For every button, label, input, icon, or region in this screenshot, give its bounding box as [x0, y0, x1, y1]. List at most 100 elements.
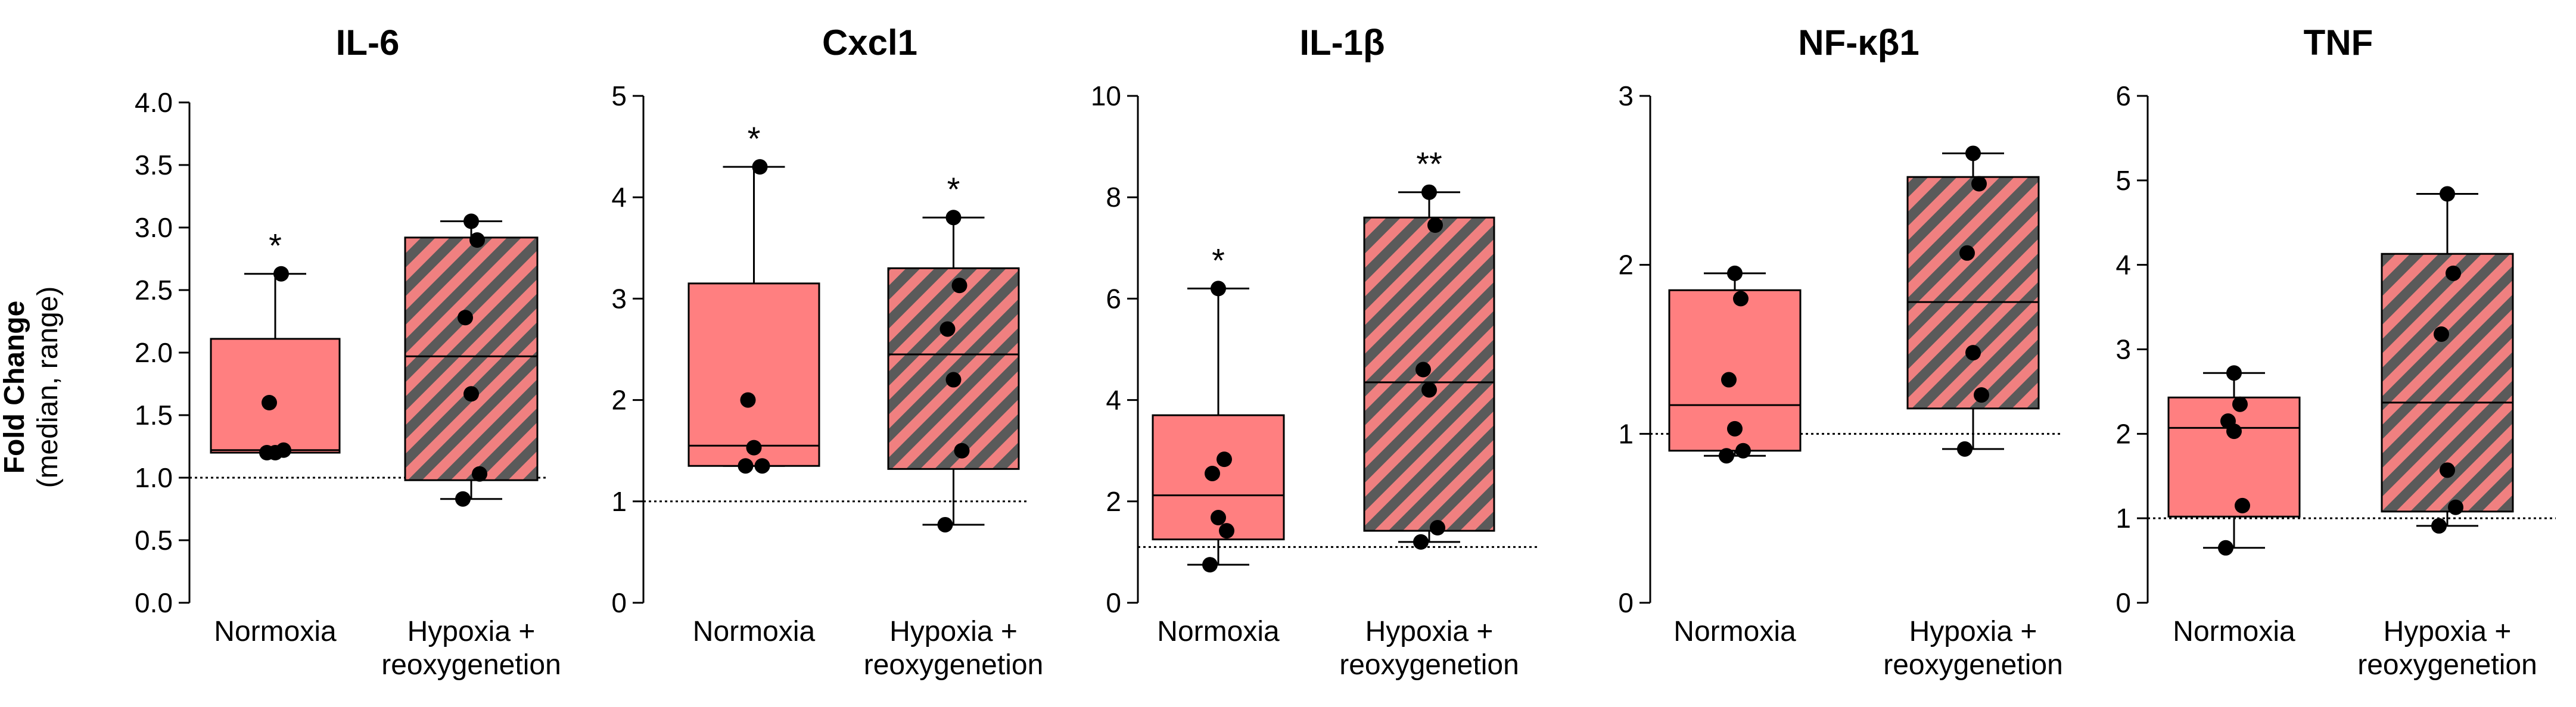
data-point [455, 491, 471, 507]
data-point [458, 310, 473, 326]
panel-title: Cxcl1 [822, 23, 917, 63]
y-tick-label: 10 [1091, 80, 1121, 111]
data-point [1959, 245, 1975, 261]
category-label: reoxygenetion [864, 649, 1044, 681]
y-tick-label: 0 [2115, 587, 2131, 618]
panel-2: IL-1β 0 2 4 6 8 10 * Normoxia ** Hypoxia +reoxygen… [1091, 23, 1539, 681]
data-point [1971, 176, 1987, 192]
y-tick-label: 0.5 [135, 525, 173, 556]
category-label: Normoxia [693, 616, 816, 647]
data-point [463, 213, 479, 229]
data-point [1974, 387, 1989, 403]
category-label: reoxygenetion [2357, 649, 2537, 681]
y-tick-label: 3.5 [135, 150, 173, 180]
y-tick-label: 6 [2115, 80, 2131, 111]
panel-title: NF-κβ1 [1798, 23, 1919, 63]
y-tick-label: 2 [611, 385, 627, 416]
data-point [2218, 540, 2233, 556]
box-normoxia: Normoxia [1668, 265, 1802, 647]
y-tick-label: 3.0 [135, 212, 173, 243]
data-point [267, 445, 283, 460]
data-point [2235, 497, 2250, 513]
box-iqr [404, 236, 539, 481]
box-hypoxia: Hypoxia +reoxygenetion [1883, 145, 2063, 681]
data-point [939, 321, 956, 337]
y-tick-label: 0 [1618, 587, 1634, 618]
panel-title: IL-1β [1299, 23, 1385, 63]
y-tick-label: 8 [1106, 182, 1121, 213]
significance-label: * [269, 227, 282, 264]
panel-title: IL-6 [336, 23, 400, 63]
data-point [469, 232, 485, 248]
data-point [738, 458, 754, 474]
box-hypoxia: * Hypoxia +reoxygenetion [864, 170, 1044, 681]
category-label: Hypoxia + [889, 616, 1018, 647]
data-point [463, 386, 479, 402]
box-hypoxia: Hypoxia +reoxygenetion [381, 213, 561, 681]
category-label: Normoxia [1157, 616, 1280, 647]
y-tick-label: 0 [1106, 587, 1121, 618]
box-iqr [1906, 176, 2040, 410]
data-point [1202, 557, 1218, 573]
y-tick-label: 4 [2115, 250, 2131, 281]
data-point [2448, 499, 2463, 515]
data-point [1217, 451, 1232, 468]
data-point [1421, 184, 1437, 200]
data-point [1211, 510, 1226, 526]
data-point [1965, 345, 1981, 361]
y-tick-label: 2 [1106, 486, 1121, 517]
data-point [740, 392, 756, 408]
y-tick-label: 2.5 [135, 275, 173, 306]
data-point [2434, 326, 2449, 342]
box-iqr [887, 267, 1020, 470]
data-point [2440, 462, 2455, 478]
y-tick-label: 5 [611, 80, 627, 111]
category-label: reoxygenetion [1883, 649, 2063, 681]
panel-4: TNF 0 1 2 3 4 5 6 Normoxia Hypoxia +reoxygenetion [2115, 23, 2556, 681]
y-tick-label: 1 [1618, 418, 1634, 449]
panel-1: Cxcl1 0 1 2 3 4 5 * Normoxia * Hypoxia +reoxygenet… [611, 23, 1043, 681]
y-tick-label: 4 [611, 182, 627, 213]
data-point [273, 266, 289, 282]
significance-label: * [947, 170, 960, 208]
y-tick-label: 0.0 [135, 587, 173, 618]
box-hypoxia: ** Hypoxia +reoxygenetion [1339, 145, 1519, 681]
data-point [1219, 523, 1234, 539]
data-point [754, 458, 770, 474]
category-label: Normoxia [1673, 616, 1796, 647]
y-tick-label: 2.0 [135, 337, 173, 368]
y-axis-title: Fold Change (median, range) [0, 286, 64, 488]
data-point [1727, 265, 1743, 281]
data-point [1205, 465, 1220, 481]
data-point [951, 278, 967, 294]
data-point [1415, 362, 1431, 378]
data-point [2226, 365, 2242, 381]
box-normoxia: Normoxia [2167, 365, 2301, 647]
panel-title: TNF [2304, 23, 2373, 63]
data-point [262, 395, 277, 410]
box-iqr [2167, 396, 2301, 518]
y-tick-label: 5 [2115, 165, 2131, 196]
data-point [954, 443, 970, 459]
data-point [1727, 421, 1743, 437]
box-hypoxia: Hypoxia +reoxygenetion [2357, 186, 2537, 681]
data-point [2232, 396, 2248, 412]
data-point [2220, 413, 2236, 429]
y-tick-label: 1.5 [135, 400, 173, 431]
y-tick-label: 4 [1106, 385, 1121, 416]
significance-label: * [748, 120, 761, 157]
data-point [1733, 291, 1749, 307]
significance-label: ** [1416, 145, 1442, 183]
data-point [945, 372, 962, 388]
y-tick-label: 2 [1618, 250, 1634, 281]
data-point [937, 516, 953, 532]
y-tick-label: 1.0 [135, 462, 173, 493]
data-point [2440, 186, 2455, 202]
y-axis-title-main: Fold Change [0, 301, 30, 474]
data-point [1965, 145, 1981, 161]
y-tick-label: 3 [611, 283, 627, 314]
data-point [1211, 281, 1226, 297]
y-axis-title-sub: (median, range) [32, 286, 64, 488]
